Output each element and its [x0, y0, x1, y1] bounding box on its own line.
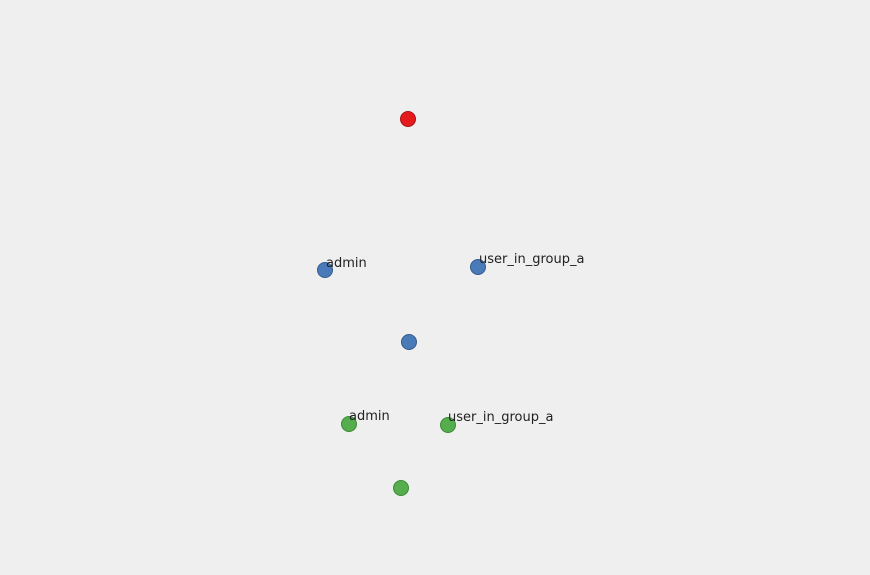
node-label-green-admin: admin	[349, 409, 390, 424]
node-blue-center[interactable]	[401, 334, 417, 350]
node-label-green-user: user_in_group_a	[448, 410, 553, 425]
node-circle-green-center[interactable]	[393, 480, 409, 496]
node-blue-user[interactable]: user_in_group_a	[470, 252, 585, 275]
node-label-blue-user: user_in_group_a	[479, 252, 584, 267]
node-circle-green-admin[interactable]	[341, 416, 357, 432]
node-circle-root[interactable]	[400, 111, 416, 127]
node-circle-blue-user[interactable]	[470, 259, 486, 275]
node-circle-blue-admin[interactable]	[317, 262, 333, 278]
node-root[interactable]	[400, 111, 416, 127]
node-circle-green-user[interactable]	[440, 417, 456, 433]
node-green-center[interactable]	[393, 480, 409, 496]
node-blue-admin[interactable]: admin	[317, 256, 367, 278]
node-label-blue-admin: admin	[326, 256, 367, 271]
node-green-admin[interactable]: admin	[341, 409, 390, 432]
node-green-user[interactable]: user_in_group_a	[440, 410, 554, 433]
node-circle-blue-center[interactable]	[401, 334, 417, 350]
